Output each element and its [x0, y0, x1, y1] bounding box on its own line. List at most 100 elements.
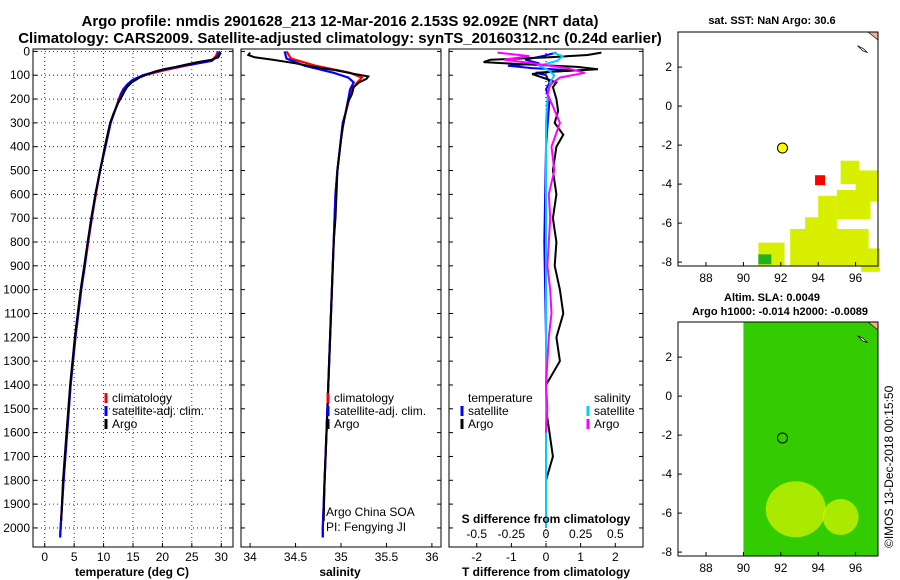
depth-tick-label: 800 [10, 235, 30, 249]
legend-s-satellite: satellite [594, 404, 635, 418]
s-tick-label: -0.5 [466, 527, 487, 541]
depth-tick-label: 700 [10, 211, 30, 225]
title-line-2: Climatology: CARS2009. Satellite-adjuste… [18, 30, 662, 47]
salinity-panel: 34 34.5 35 35.5 36 [240, 48, 442, 564]
depth-tick-label: 1100 [4, 306, 30, 320]
sst-patch [840, 160, 860, 185]
map-lat-label: 2 [665, 60, 672, 74]
depth-tick-label: 0 [23, 44, 30, 58]
sla-high [765, 481, 826, 538]
sst-map-title: sat. SST: NaN Argo: 30.6 [708, 15, 835, 27]
map-lon-label: 92 [774, 271, 788, 285]
map-lon-label: 94 [812, 561, 826, 575]
sla-map-title-1: Altim. SLA: 0.0049 [724, 292, 820, 304]
legend-satellite-adj: satellite-adj. clim. [334, 404, 426, 418]
x-tick-label: 30 [215, 550, 229, 564]
island [857, 45, 868, 53]
x-tick-label: 5 [71, 550, 78, 564]
x-tick-label: 34.5 [284, 550, 308, 564]
map-lon-label: 88 [699, 561, 713, 575]
map-lat-label: 0 [665, 389, 672, 403]
depth-tick-label: 300 [10, 116, 30, 130]
sla-map-title-2: Argo h1000: -0.014 h2000: -0.0089 [692, 306, 868, 318]
sla-map: 88 90 92 94 96 2 0 -2 -4 -6 -8 [661, 321, 879, 575]
depth-tick-label: 1800 [3, 473, 30, 487]
sst-patch [836, 189, 871, 220]
depth-tick-label: 1000 [3, 283, 30, 297]
argo-position-marker [776, 142, 788, 154]
map-lon-label: 88 [699, 271, 713, 285]
temperature-panel: 0100200300400500600700800900100011001200… [3, 44, 234, 564]
sst-patch [818, 195, 837, 231]
map-lat-label: -4 [661, 467, 672, 481]
depth-tick-label: 100 [10, 68, 30, 82]
series-line-salinity-argo [497, 51, 586, 433]
map-lat-label: -2 [661, 138, 672, 152]
legend-t-argo: Argo [468, 417, 494, 431]
map-border [677, 31, 879, 267]
legend-temperature-header: temperature [468, 391, 533, 405]
map-lon-label: 92 [774, 561, 788, 575]
depth-tick-label: 200 [10, 92, 30, 106]
map-lat-label: -4 [661, 177, 672, 191]
legend-t-satellite: satellite [468, 404, 509, 418]
x-tick-label: 1 [577, 550, 584, 564]
map-lon-label: 90 [737, 561, 751, 575]
map-lat-label: -6 [661, 506, 672, 520]
x-tick-label: 35.5 [375, 550, 399, 564]
map-lon-label: 90 [737, 271, 751, 285]
legend-salinity-header: salinity [594, 391, 631, 405]
temperature-legend: climatology satellite-adj. clim. Argo [104, 391, 204, 431]
title-line-1: Argo profile: nmdis 2901628_213 12-Mar-2… [82, 13, 599, 30]
salinity-xlabel: salinity [319, 565, 361, 579]
salinity-frame [240, 48, 442, 548]
sst-patch-green [758, 254, 772, 265]
series-line-argo [60, 52, 222, 521]
t-difference-xlabel: T difference from climatology [462, 565, 630, 579]
series-line-temperature-satellite [507, 51, 574, 528]
depth-tick-label: 600 [10, 187, 30, 201]
x-tick-label: 2 [612, 550, 619, 564]
legend-s-argo: Argo [594, 417, 620, 431]
sst-patch [861, 248, 880, 272]
argo-institution: Argo China SOA [326, 505, 415, 519]
map-border [677, 321, 879, 557]
s-tick-label: -0.25 [498, 527, 526, 541]
map-lon-label: 96 [849, 561, 863, 575]
x-tick-label: 20 [156, 550, 170, 564]
island [857, 335, 868, 343]
argo-position-marker [776, 432, 788, 444]
current-box-marker [815, 175, 826, 186]
series-line-satellite-adj-clim- [59, 50, 222, 538]
s-tick-label: 0 [543, 527, 550, 541]
map-lat-label: 0 [665, 99, 672, 113]
series-line-climatology [59, 51, 219, 538]
s-tick-label: 0.5 [607, 527, 624, 541]
x-tick-label: 0 [41, 550, 48, 564]
x-tick-label: -2 [471, 550, 482, 564]
x-tick-label: 25 [185, 550, 199, 564]
map-lat-label: -8 [661, 545, 672, 559]
difference-legend: temperature salinity satellite Argo sate… [460, 391, 635, 431]
map-lat-label: -6 [661, 216, 672, 230]
map-lon-label: 96 [849, 271, 863, 285]
x-tick-label: 35 [334, 550, 348, 564]
x-tick-label: 34 [243, 550, 257, 564]
map-lat-label: -2 [661, 428, 672, 442]
depth-tick-label: 1500 [3, 402, 30, 416]
sst-patch [790, 228, 869, 266]
legend-argo: Argo [334, 417, 360, 431]
depth-tick-label: 500 [10, 164, 30, 178]
argo-pi: PI: Fengying JI [326, 520, 406, 534]
x-tick-label: 10 [97, 550, 111, 564]
s-difference-label: S difference from climatology [462, 512, 631, 526]
x-tick-label: 36 [425, 550, 439, 564]
difference-panel: -2 -1 0 1 2 -0.5 -0.25 0 0.25 0.5 [448, 48, 644, 564]
legend-climatology: climatology [112, 391, 172, 405]
sla-high [822, 499, 859, 535]
series-line-argo [246, 51, 371, 521]
temperature-xlabel: temperature (deg C) [75, 565, 189, 579]
depth-tick-label: 400 [10, 140, 30, 154]
imos-credit: ©IMOS 13-Dec-2018 00:15:50 [882, 385, 896, 548]
